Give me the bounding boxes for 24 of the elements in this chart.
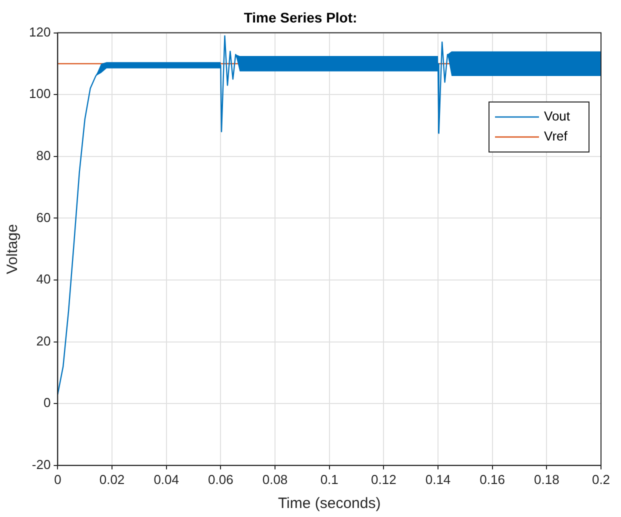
y-tick-label: 80 — [36, 148, 51, 163]
x-tick-label: 0 — [54, 472, 62, 487]
y-tick-label: 60 — [36, 210, 51, 225]
x-axis-title: Time (seconds) — [278, 495, 381, 512]
y-tick-label: -20 — [32, 456, 51, 472]
x-tick-label: 0.06 — [208, 472, 234, 487]
legend-label: Vref — [544, 128, 568, 144]
y-tick-label: 120 — [28, 24, 51, 40]
x-tick-label: 0.12 — [371, 472, 396, 487]
y-tick-label: 0 — [43, 395, 51, 410]
x-tick-label: 0.14 — [425, 472, 451, 487]
y-axis-title: Voltage — [4, 224, 22, 274]
x-tick-label: 0.04 — [154, 472, 180, 487]
x-tick-label: 0.2 — [592, 472, 610, 487]
x-tick-label: 0.08 — [262, 472, 288, 487]
x-tick-label: 0.1 — [320, 472, 338, 487]
y-tick-label: 20 — [36, 333, 51, 348]
chart-title: Time Series Plot: — [244, 9, 358, 26]
y-tick-label: 100 — [28, 86, 51, 102]
x-tick-label: 0.18 — [534, 472, 560, 487]
y-tick-label: 40 — [36, 272, 51, 287]
legend-label: Vout — [544, 108, 570, 124]
x-tick-label: 0.16 — [480, 472, 505, 487]
x-tick-label: 0.02 — [99, 472, 125, 487]
